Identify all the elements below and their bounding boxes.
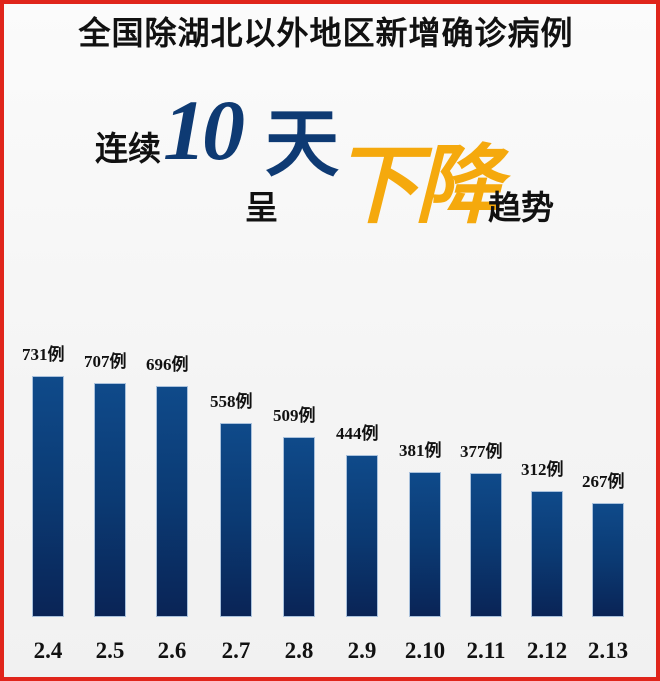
bar <box>220 423 252 617</box>
bar <box>156 386 188 617</box>
x-axis-label: 2.13 <box>587 638 629 663</box>
subtitle-number: 10 <box>163 82 245 178</box>
x-axis-label: 2.4 <box>33 638 63 663</box>
bar-value-label: 558例 <box>210 392 253 411</box>
x-axis-label: 2.9 <box>347 638 377 663</box>
bar-value-label: 696例 <box>146 355 189 374</box>
bar-value-label: 381例 <box>399 441 442 460</box>
bar-value-label: 731例 <box>22 345 65 364</box>
x-axis-label: 2.12 <box>526 638 568 663</box>
subtitle-day: 天 <box>265 101 339 187</box>
subtitle-highlight: 下降 <box>333 135 501 236</box>
x-axis-label: 2.8 <box>284 638 314 663</box>
bar <box>346 455 378 617</box>
bar-value-label: 377例 <box>460 442 503 461</box>
x-axis-label: 2.10 <box>404 638 446 663</box>
bar-value-label: 509例 <box>273 406 316 425</box>
bar <box>32 376 64 617</box>
chart-title: 全国除湖北以外地区新增确诊病例 <box>78 14 574 52</box>
bar-value-label: 267例 <box>582 472 625 491</box>
subtitle-lianxu: 连续 <box>95 129 161 168</box>
bar-value-label: 444例 <box>336 424 379 443</box>
bar <box>470 473 502 617</box>
bar <box>94 383 126 617</box>
bar-value-label: 707例 <box>84 352 127 371</box>
x-axis-label: 2.5 <box>95 638 125 663</box>
subtitle-cheng: 呈 <box>245 188 278 227</box>
bar-value-label: 312例 <box>521 460 564 479</box>
bar <box>531 491 563 617</box>
bar <box>283 437 315 617</box>
bar <box>592 503 624 617</box>
x-axis-label: 2.6 <box>157 638 187 663</box>
x-axis-label: 2.11 <box>466 638 506 663</box>
bar <box>409 472 441 617</box>
x-axis-label: 2.7 <box>221 638 251 663</box>
subtitle-trend: 趋势 <box>488 188 554 227</box>
